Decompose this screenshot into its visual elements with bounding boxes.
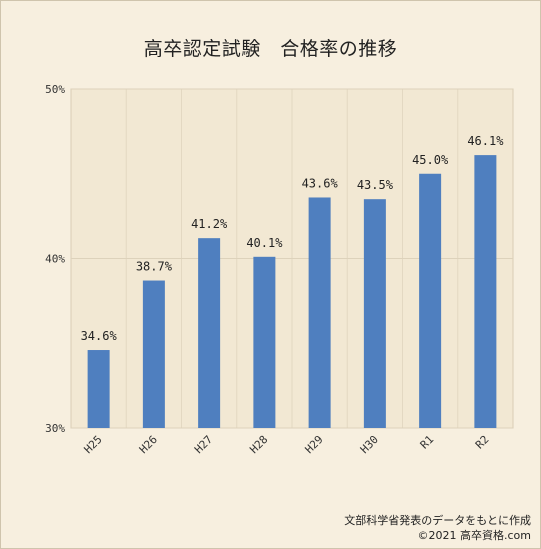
x-tick-label: H25 — [82, 433, 105, 456]
bar — [419, 173, 442, 428]
y-tick-label: 40% — [45, 253, 65, 266]
data-label: 41.2% — [191, 217, 228, 231]
x-tick-label: H26 — [137, 433, 160, 456]
source-line-1: 文部科学省発表のデータをもとに作成 — [344, 514, 531, 527]
bar — [253, 256, 276, 428]
x-tick-label: H29 — [303, 433, 326, 456]
bar — [308, 197, 331, 428]
x-tick-label: H28 — [247, 433, 270, 456]
data-label: 43.6% — [302, 176, 339, 190]
data-label: 46.1% — [467, 134, 504, 148]
bar — [142, 280, 165, 428]
x-tick-label: H30 — [358, 433, 381, 456]
bar — [363, 199, 386, 428]
chart-title: 高卒認定試験 合格率の推移 — [143, 38, 398, 60]
x-tick-label: R1 — [418, 433, 437, 452]
data-label: 43.5% — [357, 178, 394, 192]
y-tick-label: 30% — [45, 422, 65, 435]
bar — [474, 155, 497, 429]
source-line-2: ©2021 高卒資格.com — [417, 529, 531, 542]
data-label: 34.6% — [81, 329, 118, 343]
source-note: 文部科学省発表のデータをもとに作成 ©2021 高卒資格.com — [344, 513, 531, 543]
bar — [87, 350, 110, 428]
data-label: 40.1% — [246, 236, 283, 250]
y-tick-label: 50% — [45, 83, 65, 96]
x-tick-label: R2 — [473, 433, 492, 452]
bar — [198, 238, 221, 428]
x-tick-label: H27 — [192, 433, 215, 456]
data-label: 38.7% — [136, 260, 173, 274]
data-label: 45.0% — [412, 153, 449, 167]
